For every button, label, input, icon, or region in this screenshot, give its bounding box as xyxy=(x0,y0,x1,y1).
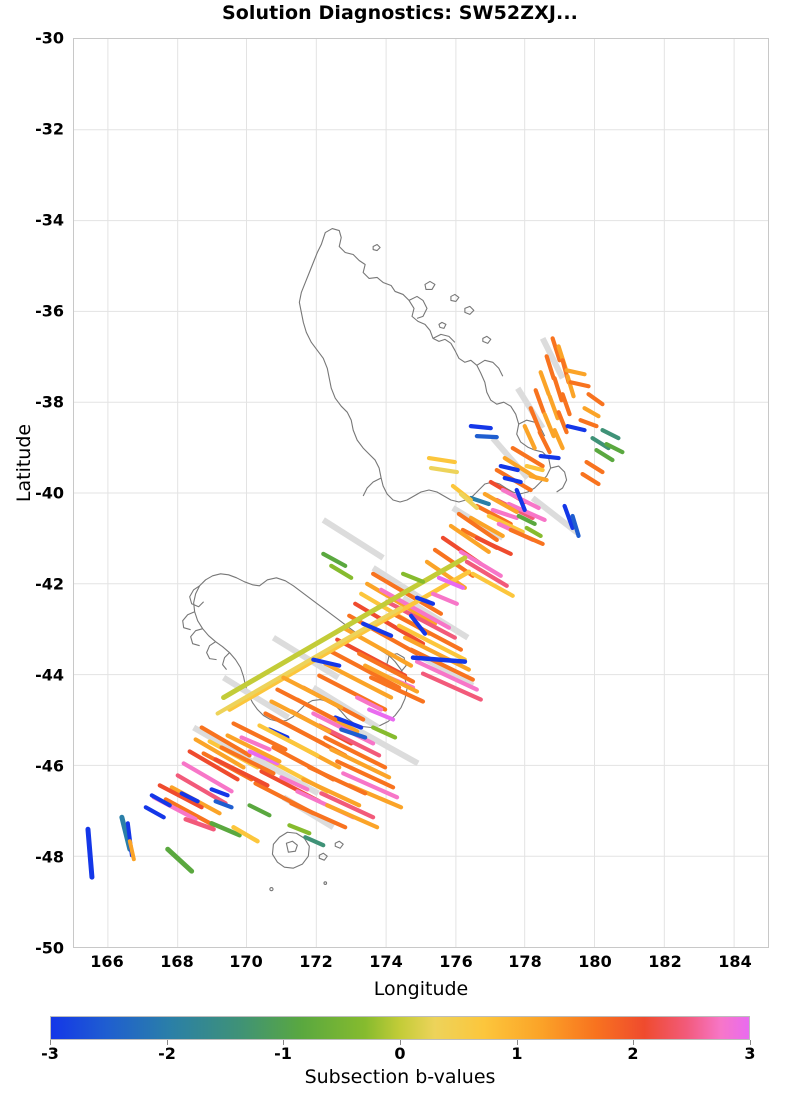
y-tick-label: -36 xyxy=(35,301,64,321)
coastline-layer xyxy=(182,228,568,892)
colorbar-tick-label: -3 xyxy=(41,1044,59,1063)
colorbar-tickmark xyxy=(750,1040,751,1045)
colorbar-tickmark xyxy=(633,1040,634,1045)
colorbar-tick-label: -2 xyxy=(158,1044,176,1063)
y-tick-label: -44 xyxy=(35,665,64,685)
y-axis-ticks: -30 -32 -34 -36 -38 -40 -42 -44 -46 -48 … xyxy=(0,0,73,986)
colorbar-tickmark xyxy=(50,1040,51,1045)
x-tick-label: 178 xyxy=(508,952,542,971)
map-plot-area[interactable] xyxy=(73,38,769,948)
colorbar-tick-label: -1 xyxy=(274,1044,292,1063)
y-tick-label: -40 xyxy=(35,483,64,503)
x-tick-label: 172 xyxy=(299,952,333,971)
y-axis-title: Latitude xyxy=(13,423,35,503)
colorbar-tickmark xyxy=(167,1040,168,1045)
colorbar-tickmark xyxy=(400,1040,401,1045)
colorbar-group: -3 -2 -1 0 1 2 3 Subsection b-values xyxy=(0,1012,800,1097)
y-tick-label: -42 xyxy=(35,574,64,594)
y-tick-label: -46 xyxy=(35,756,64,776)
y-tick-label: -34 xyxy=(35,210,64,230)
y-tick-label: -30 xyxy=(35,28,64,48)
colorbar-tickmark xyxy=(283,1040,284,1045)
x-tick-label: 166 xyxy=(90,952,124,971)
x-tick-label: 180 xyxy=(578,952,612,971)
map-canvas xyxy=(74,39,768,947)
x-tick-label: 182 xyxy=(648,952,682,971)
colorbar-title: Subsection b-values xyxy=(304,1066,496,1088)
x-tick-label: 184 xyxy=(718,952,752,971)
y-tick-label: -32 xyxy=(35,119,64,139)
y-tick-label: -48 xyxy=(35,847,64,867)
x-tick-label: 174 xyxy=(369,952,403,971)
x-tick-label: 176 xyxy=(439,952,473,971)
x-tick-label: 170 xyxy=(229,952,263,971)
colorbar-tick-label: 1 xyxy=(511,1044,523,1063)
x-tick-label: 168 xyxy=(160,952,194,971)
colorbar-tick-label: 3 xyxy=(744,1044,756,1063)
colorbar-tick-label: 0 xyxy=(394,1044,406,1063)
page-title: Solution Diagnostics: SW52ZXJ... xyxy=(222,2,578,24)
y-tick-label: -38 xyxy=(35,392,64,412)
colorbar-tick-label: 2 xyxy=(627,1044,639,1063)
x-axis-title: Longitude xyxy=(373,978,469,1000)
colorbar-gradient[interactable] xyxy=(50,1016,750,1040)
fault-subsection-layer xyxy=(85,336,625,880)
y-tick-label: -50 xyxy=(35,938,64,958)
colorbar-tickmark xyxy=(517,1040,518,1045)
